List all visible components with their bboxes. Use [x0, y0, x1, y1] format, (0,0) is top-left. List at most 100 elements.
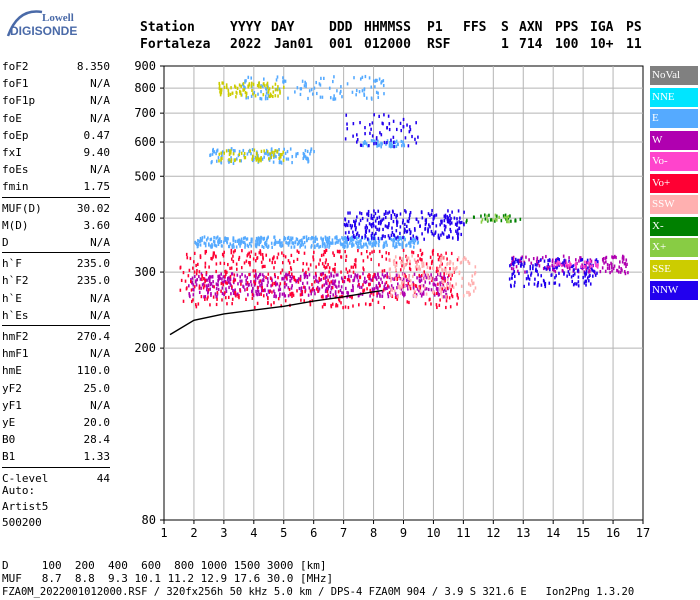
- data-point-voplus: [277, 297, 280, 301]
- data-point-w: [510, 263, 512, 267]
- data-point-nnw: [444, 225, 447, 229]
- data-point-w: [313, 275, 315, 279]
- data-point-ssw: [403, 274, 405, 278]
- data-point-w: [601, 266, 604, 270]
- data-point-voplus: [204, 261, 207, 265]
- data-point-w: [215, 287, 218, 291]
- header-label-station: Station: [140, 20, 195, 35]
- data-point-nnw: [390, 216, 393, 220]
- y-tick-label: 500: [134, 169, 156, 183]
- data-point-voplus: [417, 259, 419, 263]
- data-point-w: [283, 277, 285, 281]
- data-point-e: [303, 241, 306, 245]
- param-row-fof2: foF2 8.350: [2, 58, 110, 75]
- data-point-nnw: [584, 274, 586, 278]
- data-point-w: [384, 282, 386, 286]
- data-point-nnw: [591, 268, 594, 272]
- data-point-nnw: [545, 267, 548, 271]
- data-point-w: [315, 278, 317, 282]
- data-point-ssw: [446, 282, 448, 287]
- data-point-e: [287, 157, 290, 161]
- data-point-nnw: [404, 136, 407, 140]
- data-point-voplus: [419, 257, 421, 261]
- data-point-nnw: [446, 217, 449, 221]
- data-point-w: [432, 283, 435, 287]
- data-point-sse: [223, 85, 226, 90]
- data-point-nnw: [378, 114, 380, 118]
- data-point-e: [223, 240, 225, 244]
- data-point-w: [568, 256, 570, 260]
- data-point-nnw: [409, 125, 411, 129]
- data-point-w: [425, 287, 428, 291]
- data-point-sse: [225, 83, 228, 87]
- data-point-voplus: [359, 275, 362, 279]
- data-point-w: [568, 267, 571, 271]
- data-point-sse: [239, 91, 241, 95]
- data-point-xplus: [506, 220, 508, 224]
- data-point-e: [305, 235, 308, 239]
- data-point-w: [298, 286, 301, 291]
- data-point-e: [306, 156, 309, 160]
- data-point-ssw: [468, 293, 471, 297]
- data-point-w: [246, 276, 248, 280]
- data-point-voplus: [309, 303, 312, 307]
- data-point-nnw: [427, 227, 429, 231]
- data-point-nnw: [521, 262, 523, 267]
- data-point-nnw: [581, 258, 584, 262]
- data-point-ssw: [389, 267, 392, 271]
- data-point-e: [263, 151, 266, 155]
- data-point-w: [245, 282, 247, 286]
- data-point-nnw: [343, 222, 346, 227]
- data-point-e: [364, 140, 367, 145]
- data-point-w: [375, 284, 378, 288]
- data-point-nnw: [449, 227, 452, 232]
- data-point-nnw: [349, 211, 351, 215]
- data-point-voplus: [258, 251, 261, 255]
- data-point-nnw: [463, 210, 465, 214]
- data-point-e: [263, 77, 265, 81]
- data-point-e: [274, 238, 277, 243]
- data-point-e: [351, 242, 354, 246]
- data-point-nnw: [574, 282, 576, 286]
- data-point-nnw: [381, 234, 384, 238]
- data-point-ssw: [416, 263, 418, 267]
- data-point-e: [295, 154, 297, 158]
- data-point-w: [612, 256, 614, 260]
- data-point-voplus: [358, 303, 360, 307]
- data-point-w: [325, 286, 328, 291]
- data-point-w: [350, 288, 353, 293]
- legend: NoVal NNE E W Vo- Vo+ SSW X- X+ SSE NNW: [650, 66, 698, 303]
- data-point-e: [328, 243, 331, 248]
- data-point-e: [197, 242, 200, 247]
- data-point-w: [436, 287, 439, 291]
- data-point-w: [353, 278, 355, 282]
- y-tick-label: 80: [142, 513, 156, 527]
- data-point-e: [303, 235, 306, 239]
- data-point-e: [220, 240, 223, 244]
- data-point-voplus: [249, 261, 251, 265]
- data-point-voplus: [235, 267, 238, 271]
- data-point-w: [434, 283, 437, 287]
- data-point-voplus: [346, 270, 349, 274]
- data-point-voplus: [332, 268, 335, 272]
- data-point-nnw: [558, 271, 560, 275]
- data-point-nnw: [402, 125, 405, 129]
- data-point-nnw: [411, 134, 413, 139]
- data-point-e: [414, 239, 416, 243]
- data-point-e: [250, 76, 253, 80]
- data-point-nnw: [463, 223, 465, 227]
- data-point-w: [209, 276, 211, 281]
- data-point-voplus: [368, 283, 370, 287]
- data-point-e: [344, 244, 346, 248]
- data-point-sse: [247, 85, 250, 89]
- data-point-nnw: [586, 276, 589, 280]
- data-point-w: [405, 283, 407, 288]
- data-point-e: [374, 237, 376, 241]
- data-point-e: [282, 76, 284, 80]
- data-point-ssw: [407, 276, 410, 281]
- data-point-nnw: [358, 234, 360, 238]
- data-point-w: [353, 276, 356, 280]
- data-point-w: [420, 275, 422, 279]
- data-point-nnw: [371, 134, 374, 138]
- data-point-e: [283, 147, 285, 151]
